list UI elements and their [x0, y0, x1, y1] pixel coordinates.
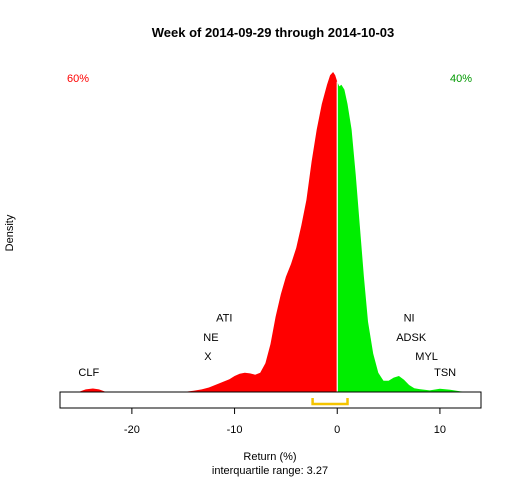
- plot-frame: [59, 391, 482, 409]
- x-tick-label: 0: [334, 424, 340, 436]
- ticker-label-x: X: [204, 351, 212, 363]
- chart-title: Week of 2014-09-29 through 2014-10-03: [152, 25, 395, 40]
- positive-density-area: [337, 81, 471, 392]
- ticker-label-clf: CLF: [78, 367, 99, 379]
- annotation-layer: CLF ATI NE X NI ADSK MYL TSN: [78, 313, 456, 379]
- ticker-label-tsn: TSN: [434, 367, 456, 379]
- negative-density-area: [78, 72, 338, 392]
- negative-share-label: 60%: [67, 73, 89, 85]
- iqr-bracket: [311, 398, 349, 406]
- density-layer: [60, 72, 481, 393]
- x-tick-label: -20: [124, 424, 140, 436]
- iqr-caption: interquartile range: 3.27: [212, 465, 328, 477]
- iqr-layer: [311, 398, 349, 406]
- ticker-label-ni: NI: [404, 313, 415, 325]
- x-axis-label: Return (%): [243, 451, 296, 463]
- x-axis: -20 -10 0 10: [124, 408, 446, 436]
- x-tick-label: 10: [434, 424, 446, 436]
- ticker-label-adsk: ADSK: [396, 332, 427, 344]
- x-tick-label: -10: [227, 424, 243, 436]
- ticker-label-ne: NE: [203, 332, 218, 344]
- ticker-label-ati: ATI: [216, 313, 232, 325]
- ticker-label-myl: MYL: [415, 351, 438, 363]
- y-axis-label: Density: [4, 214, 16, 251]
- positive-share-label: 40%: [450, 73, 472, 85]
